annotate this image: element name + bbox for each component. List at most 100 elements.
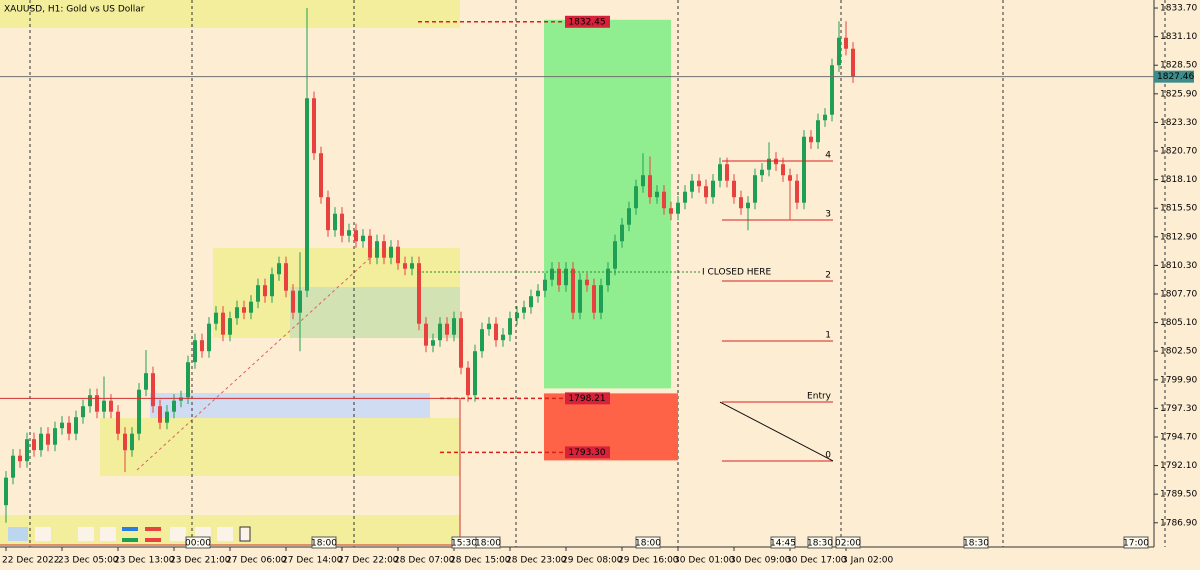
candle-body: [739, 197, 743, 209]
level-label: 1832.45: [568, 17, 605, 27]
candle-body: [529, 296, 533, 308]
candle-body: [746, 202, 750, 209]
candle-body: [522, 307, 526, 313]
candle-body: [193, 340, 197, 363]
candle-body: [830, 65, 834, 115]
candle-body: [165, 411, 169, 423]
candle-body: [228, 318, 232, 335]
icon[interactable]: [8, 527, 28, 541]
y-tick-label: 1789.50: [1160, 490, 1197, 500]
candle-body: [263, 285, 267, 297]
y-tick-label: 1820.70: [1160, 147, 1197, 157]
candle-body: [655, 191, 659, 198]
icon[interactable]: [35, 527, 51, 541]
candle-body: [403, 263, 407, 269]
icon[interactable]: [78, 527, 94, 541]
time-marker: 15:30: [451, 539, 477, 549]
candle-body: [53, 428, 57, 445]
candle-body: [46, 433, 50, 445]
candle-body: [424, 323, 428, 346]
candle-body: [179, 397, 183, 401]
x-tick-label: 28 Dec 15:00: [450, 556, 511, 566]
trend-line: [136, 257, 371, 471]
candle-body: [683, 191, 687, 203]
candle-body: [753, 175, 757, 203]
candle-body: [599, 285, 603, 313]
candle-body: [277, 263, 281, 275]
fib-label: 1: [825, 330, 831, 340]
icon[interactable]: [239, 526, 251, 542]
icon[interactable]: [122, 527, 138, 531]
candle-body: [613, 241, 617, 269]
candle-body: [186, 362, 190, 398]
candle-body: [347, 230, 351, 236]
icon[interactable]: [100, 527, 116, 541]
candle-body: [417, 263, 421, 324]
candle-body: [102, 400, 106, 412]
x-tick-label: 30 Dec 01:00: [674, 556, 735, 566]
y-tick-label: 1810.30: [1160, 261, 1197, 271]
x-tick-label: 23 Dec 13:00: [114, 556, 175, 566]
icon[interactable]: [170, 527, 186, 541]
last-price-box: [1154, 70, 1194, 83]
candle-body: [823, 114, 827, 121]
candle-body: [137, 389, 141, 434]
y-tick-label: 1786.90: [1160, 518, 1197, 528]
candle-body: [221, 312, 225, 335]
candle-body: [620, 224, 624, 242]
icon[interactable]: [145, 527, 161, 531]
candle-body: [508, 318, 512, 335]
candle-body: [627, 208, 631, 225]
x-tick-label: 28 Dec 07:00: [394, 556, 455, 566]
icon[interactable]: [145, 538, 161, 542]
candle-body: [704, 186, 708, 198]
profit-zone: [544, 19, 671, 389]
candle-body: [312, 98, 316, 154]
candle-body: [844, 37, 848, 49]
x-tick-label: 23 Dec 05:00: [58, 556, 119, 566]
y-tick-label: 1828.50: [1160, 61, 1197, 71]
y-tick-label: 1815.50: [1160, 204, 1197, 214]
candle-body: [207, 323, 211, 352]
candle-body: [578, 279, 582, 313]
candle-body: [158, 406, 162, 423]
candle-body: [389, 246, 393, 258]
candle-body: [144, 373, 148, 390]
candle-body: [438, 323, 442, 341]
icon[interactable]: [217, 527, 233, 541]
icon[interactable]: [122, 538, 138, 542]
time-marker: 02:00: [835, 539, 861, 549]
time-marker-box: [807, 536, 833, 549]
candle-body: [851, 48, 855, 77]
candle-body: [249, 301, 253, 313]
fib-label: 3: [825, 209, 831, 219]
candle-body: [270, 274, 274, 297]
zone: [0, 0, 460, 28]
x-tick-label: 27 Dec 14:00: [282, 556, 343, 566]
candle-body: [354, 230, 358, 242]
x-tick-label: 30 Dec 09:00: [730, 556, 791, 566]
time-marker-box: [963, 536, 989, 549]
chart-title: XAUUSD, H1: Gold vs US Dollar: [4, 5, 145, 15]
y-tick-label: 1805.10: [1160, 318, 1197, 328]
candle-body: [690, 180, 694, 192]
time-marker: 18:30: [807, 539, 833, 549]
x-tick-label: 23 Dec 21:00: [170, 556, 231, 566]
candle-body: [410, 263, 414, 269]
fib-label: 0: [825, 450, 831, 460]
candle-body: [550, 268, 554, 280]
candle-body: [333, 213, 337, 231]
candle-body: [648, 175, 652, 198]
candle-body: [676, 202, 680, 214]
candle-body: [837, 37, 841, 66]
candle-body: [123, 433, 127, 451]
candle-body: [25, 439, 29, 462]
candle-body: [340, 213, 344, 236]
candle-body: [95, 395, 99, 412]
candle-body: [382, 241, 386, 258]
candle-body: [473, 351, 477, 396]
last-price-label: 1827.46: [1157, 72, 1194, 82]
zone: [150, 393, 430, 418]
candle-body: [571, 268, 575, 313]
candle-body: [606, 268, 610, 286]
